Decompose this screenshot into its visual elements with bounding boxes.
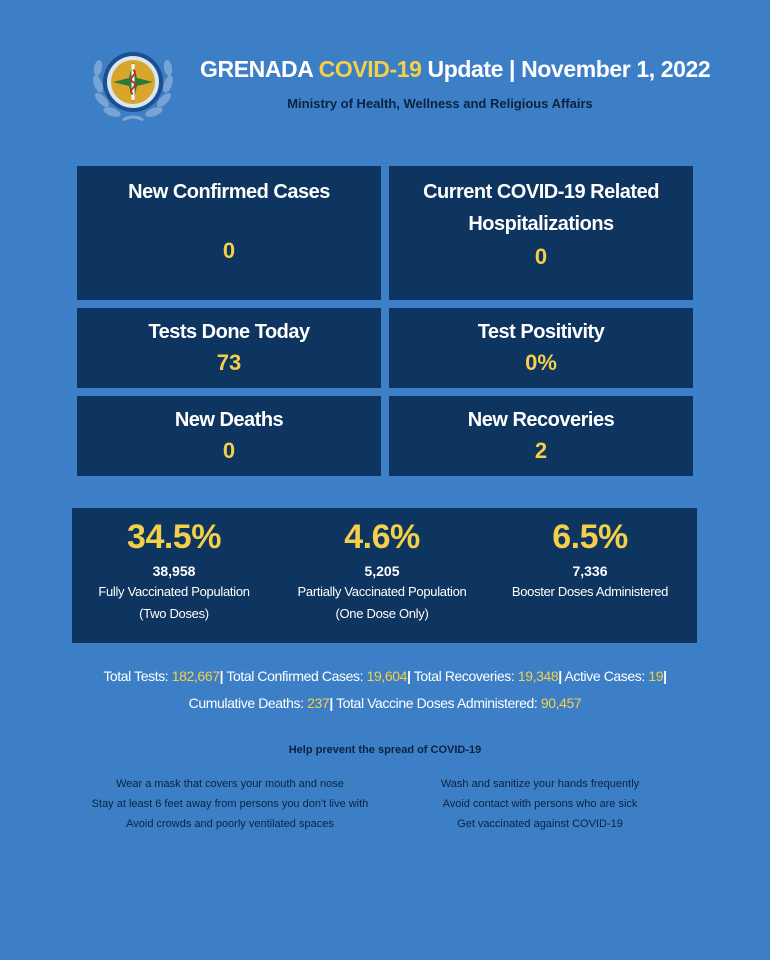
tip-item: Get vaccinated against COVID-19 [457, 818, 623, 830]
tip-item: Wash and sanitize your hands frequently [440, 778, 640, 790]
prevention-tips-right: Wash and sanitize your hands frequently … [410, 774, 670, 834]
total-cases-value: 19,604 [366, 668, 408, 684]
fully-vaccinated-percent: 34.5% [127, 518, 221, 556]
partially-vaccinated-desc-note: (One Dose Only) [335, 606, 429, 621]
ministry-seal-logo [88, 44, 178, 126]
new-deaths-card: New Deaths 0 [77, 396, 381, 476]
new-cases-value: 0 [222, 238, 236, 263]
fully-vaccinated-column: 34.5% 38,958 Fully Vaccinated Population… [74, 518, 274, 625]
tests-today-value: 73 [216, 350, 242, 375]
hospitalizations-label-line2: Hospitalizations [468, 213, 614, 235]
new-cases-card: New Confirmed Cases 0 [77, 166, 381, 300]
separator: | [406, 668, 411, 684]
fully-vaccinated-desc-note: (Two Doses) [139, 606, 209, 621]
active-cases-label: Active Cases: [561, 668, 649, 684]
new-deaths-label: New Deaths [174, 409, 284, 431]
prevention-tips-left: Wear a mask that covers your mouth and n… [60, 774, 400, 834]
tip-item: Stay at least 6 feet away from persons y… [91, 798, 369, 810]
booster-desc: Booster Doses Administered [511, 584, 669, 599]
new-recoveries-label: New Recoveries [467, 409, 615, 431]
totals-line-1: Total Tests: 182,667| Total Confirmed Ca… [20, 668, 750, 684]
totals-line-2: Cumulative Deaths: 237| Total Vaccine Do… [20, 695, 750, 711]
partially-vaccinated-column: 4.6% 5,205 Partially Vaccinated Populati… [282, 518, 482, 625]
cumulative-deaths-value: 237 [307, 695, 330, 711]
booster-percent: 6.5% [552, 518, 628, 556]
active-cases-value: 19 [648, 668, 664, 684]
tests-today-card: Tests Done Today 73 [77, 308, 381, 388]
cumulative-deaths-label: Cumulative Deaths: [188, 695, 308, 711]
prevention-title: Help prevent the spread of COVID-19 [288, 744, 482, 756]
page-subtitle: Ministry of Health, Wellness and Religio… [287, 96, 593, 111]
fully-vaccinated-desc: Fully Vaccinated Population [98, 584, 250, 599]
partially-vaccinated-count: 5,205 [364, 563, 400, 579]
fully-vaccinated-count: 38,958 [152, 563, 196, 579]
total-cases-label: Total Confirmed Cases: [223, 668, 367, 684]
partially-vaccinated-desc: Partially Vaccinated Population [297, 584, 467, 599]
total-recoveries-value: 19,348 [517, 668, 559, 684]
hospitalizations-label-line1: Current COVID-19 Related [423, 181, 659, 203]
separator: | [219, 668, 224, 684]
test-positivity-card: Test Positivity 0% [389, 308, 693, 388]
new-deaths-value: 0 [222, 438, 236, 463]
new-cases-label: New Confirmed Cases [128, 181, 330, 203]
tests-today-label: Tests Done Today [148, 321, 310, 343]
vaccine-doses-value: 90,457 [540, 695, 582, 711]
separator: | [329, 695, 333, 711]
title-suffix: Update | November 1, 2022 [421, 56, 711, 82]
vaccination-panel: 34.5% 38,958 Fully Vaccinated Population… [72, 508, 697, 643]
separator: | [558, 668, 562, 684]
booster-count: 7,336 [572, 563, 608, 579]
total-recoveries-label: Total Recoveries: [410, 668, 518, 684]
vaccine-doses-label: Total Vaccine Doses Administered: [332, 695, 541, 711]
tip-item: Avoid crowds and poorly ventilated space… [126, 818, 334, 830]
total-tests-value: 182,667 [171, 668, 220, 684]
page-title: GRENADA COVID-19 Update | November 1, 20… [200, 56, 711, 83]
new-recoveries-value: 2 [534, 438, 548, 463]
total-tests-label: Total Tests: [103, 668, 172, 684]
separator: | [663, 668, 667, 684]
tip-item: Avoid contact with persons who are sick [442, 798, 638, 810]
test-positivity-label: Test Positivity [477, 321, 605, 343]
hospitalizations-card: Current COVID-19 Related Hospitalization… [389, 166, 693, 300]
tip-item: Wear a mask that covers your mouth and n… [116, 778, 344, 790]
title-covid-highlight: COVID-19 [318, 56, 422, 82]
hospitalizations-value: 0 [534, 244, 548, 269]
booster-column: 6.5% 7,336 Booster Doses Administered [490, 518, 690, 603]
test-positivity-value: 0% [525, 350, 557, 375]
title-prefix: GRENADA [200, 56, 319, 82]
partially-vaccinated-percent: 4.6% [344, 518, 420, 556]
new-recoveries-card: New Recoveries 2 [389, 396, 693, 476]
